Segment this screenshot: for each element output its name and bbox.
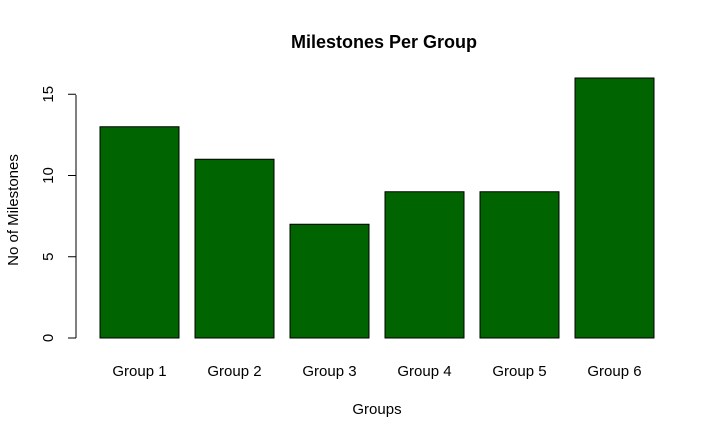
- y-tick-label: 0: [40, 334, 57, 342]
- bar-2: [194, 158, 275, 339]
- x-tick-label: Group 1: [112, 363, 166, 380]
- bar-3: [289, 223, 370, 339]
- x-tick-label: Group 4: [397, 363, 451, 380]
- x-tick-label: Group 6: [587, 363, 641, 380]
- y-axis: 0 5 10 15: [40, 86, 77, 342]
- bar-1: [99, 126, 180, 339]
- x-tick-label: Group 3: [302, 363, 356, 380]
- x-tick-label: Group 2: [207, 363, 261, 380]
- x-tick-labels: Group 1 Group 2 Group 3 Group 4 Group 5 Group…: [112, 363, 641, 380]
- y-tick-label: 5: [40, 253, 57, 261]
- chart-title: Milestones Per Group: [291, 32, 477, 52]
- bar-4: [384, 191, 465, 339]
- x-tick-label: Group 5: [492, 363, 546, 380]
- y-tick-label: 15: [40, 86, 57, 103]
- bar-6: [574, 77, 655, 339]
- y-axis-label: No of Milestones: [5, 154, 22, 266]
- y-tick-label: 10: [40, 167, 57, 184]
- bar-5: [479, 191, 560, 339]
- x-axis-label: Groups: [352, 401, 401, 418]
- bars: [99, 77, 655, 339]
